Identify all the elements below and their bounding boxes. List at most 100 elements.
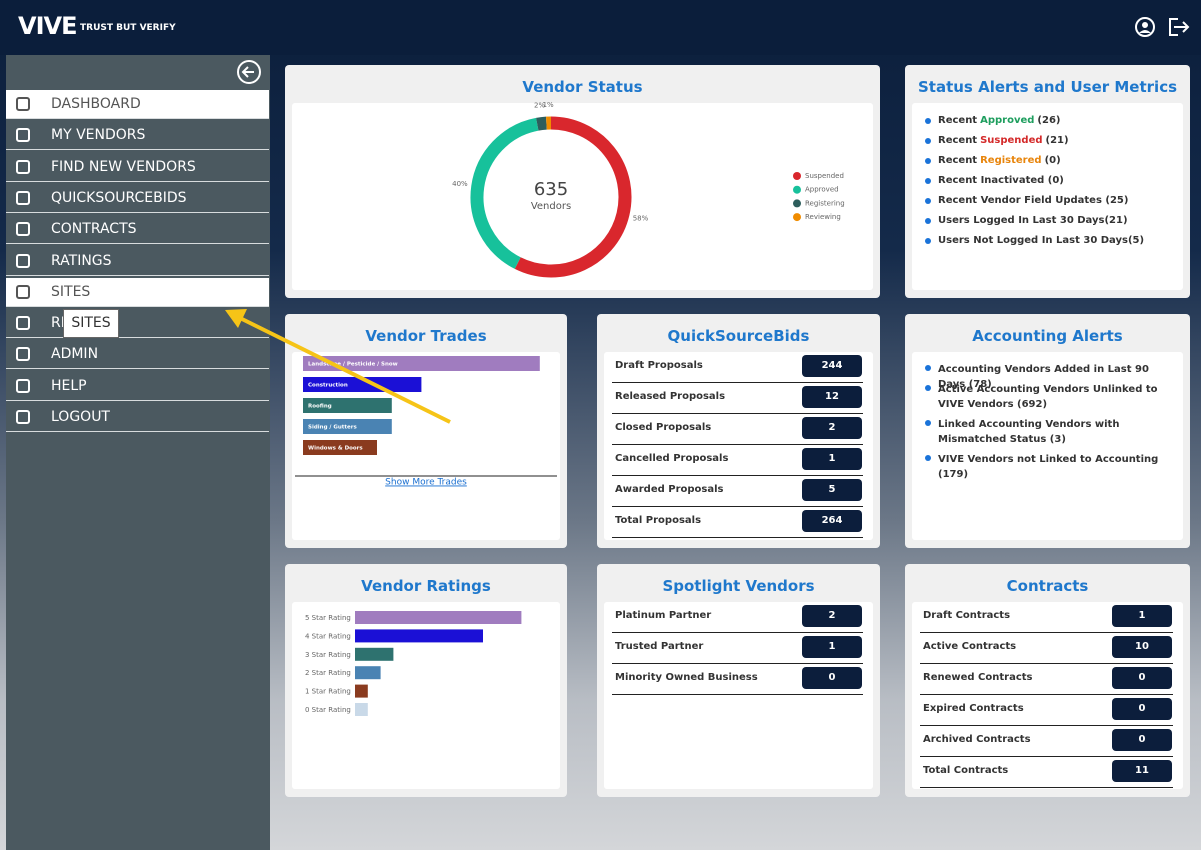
alert-item: Recent Registered (0) bbox=[925, 155, 1061, 166]
bullet bbox=[925, 218, 931, 224]
menu-icon bbox=[16, 190, 30, 205]
row-label: Awarded Proposals bbox=[615, 484, 724, 495]
alert-text: Recent Inactivated (0) bbox=[938, 175, 1064, 186]
menu-label: HELP bbox=[51, 377, 87, 394]
menu-icon bbox=[16, 222, 30, 237]
menu-item[interactable]: HELP bbox=[6, 372, 269, 401]
menu-icon bbox=[16, 97, 30, 111]
count-row: Total Contracts 11 bbox=[920, 757, 1173, 788]
count-row: Active Contracts 10 bbox=[920, 633, 1173, 664]
menu-label: LOGOUT bbox=[51, 409, 110, 425]
card-title: Vendor Status bbox=[522, 78, 643, 96]
card-body: Platinum Partner 2 Trusted Partner 1 Minorit… bbox=[604, 602, 873, 789]
row-count: 1 bbox=[802, 448, 862, 470]
tooltip: SITES bbox=[63, 309, 119, 338]
bullet bbox=[925, 118, 931, 124]
menu-icon bbox=[16, 128, 30, 143]
count-row: Trusted Partner 1 bbox=[612, 633, 863, 664]
card-title: Contracts bbox=[1006, 577, 1089, 595]
row-count: 5 bbox=[802, 479, 862, 501]
card-title: Status Alerts and User Metrics bbox=[917, 78, 1178, 96]
row-label: Expired Contracts bbox=[923, 703, 1024, 714]
menu-item[interactable]: LOGOUT bbox=[6, 403, 269, 432]
logo: VIVE bbox=[18, 12, 77, 40]
menu-icon bbox=[16, 410, 30, 424]
card-body: Draft Proposals 244 Released Proposals 12 Cl… bbox=[604, 352, 873, 540]
menu-item[interactable]: CONTRACTS bbox=[6, 215, 269, 245]
row-count: 10 bbox=[1112, 636, 1172, 658]
menu-item[interactable]: REPORTS bbox=[6, 309, 269, 339]
menu-label: MY VENDORS bbox=[51, 127, 146, 144]
alert-text: Recent bbox=[938, 135, 978, 146]
count-row: Expired Contracts 0 bbox=[920, 695, 1173, 726]
menu-item[interactable]: MY VENDORS bbox=[6, 121, 269, 151]
menu-label: SITES bbox=[51, 283, 91, 300]
menu-item[interactable]: ADMIN bbox=[6, 340, 269, 370]
bullet bbox=[925, 420, 931, 426]
row-label: Draft Contracts bbox=[923, 610, 1011, 621]
alert-status: Approved bbox=[980, 115, 1035, 126]
alert-item: Active Accounting Vendors Unlinked to VI… bbox=[925, 382, 1173, 412]
count-row: Closed Proposals 2 bbox=[612, 414, 863, 445]
row-count: 1 bbox=[1112, 605, 1172, 627]
bullet bbox=[925, 455, 931, 461]
menu-item[interactable]: QUICKSOURCEBIDS bbox=[6, 184, 269, 213]
alert-item: Recent Inactivated (0) bbox=[925, 175, 1064, 186]
row-count: 2 bbox=[802, 417, 862, 439]
menu-item[interactable]: RATINGS bbox=[6, 247, 269, 276]
header-icons[interactable] bbox=[1134, 16, 1194, 40]
count-row: Platinum Partner 2 bbox=[612, 602, 863, 633]
card-body: Recent Approved (26) Recent Suspended (21) Rec… bbox=[912, 103, 1183, 290]
menu-item[interactable]: DASHBOARD bbox=[6, 90, 269, 119]
menu-item[interactable]: FIND NEW VENDORS bbox=[6, 153, 269, 182]
alert-text: VIVE Vendors not Linked to Accounting (1… bbox=[938, 454, 1159, 480]
row-count: 12 bbox=[802, 386, 862, 408]
tagline: TRUST BUT VERIFY bbox=[80, 23, 176, 33]
row-label: Closed Proposals bbox=[615, 422, 712, 433]
accounting-alerts-card: Accounting Alerts Accounting Vendors Adde… bbox=[905, 314, 1190, 548]
row-count: 264 bbox=[802, 510, 862, 532]
count-row: Awarded Proposals 5 bbox=[612, 476, 863, 507]
row-count: 244 bbox=[802, 355, 862, 377]
count-row: Draft Proposals 244 bbox=[612, 352, 863, 383]
menu-item[interactable]: SITES bbox=[6, 277, 269, 307]
bullet bbox=[925, 158, 931, 164]
bullet bbox=[925, 198, 931, 204]
card-body bbox=[292, 103, 873, 290]
vendor-ratings-card: Vendor Ratings bbox=[285, 564, 567, 797]
card-title: Vendor Ratings bbox=[361, 577, 491, 595]
alert-count: (21) bbox=[1045, 135, 1069, 146]
menu-icon bbox=[16, 159, 30, 174]
alert-text: Recent bbox=[938, 155, 978, 166]
collapse-button[interactable] bbox=[236, 59, 262, 85]
bullet bbox=[925, 138, 931, 144]
alert-item: Recent Approved (26) bbox=[925, 115, 1061, 126]
card-title: Accounting Alerts bbox=[972, 327, 1123, 345]
card-body: Accounting Vendors Added in Last 90 Days… bbox=[912, 352, 1183, 540]
count-row: Draft Contracts 1 bbox=[920, 602, 1173, 633]
bullet bbox=[925, 238, 931, 244]
menu-label: QUICKSOURCEBIDS bbox=[51, 189, 187, 206]
row-label: Trusted Partner bbox=[615, 641, 704, 652]
alert-item: Users Logged In Last 30 Days(21) bbox=[925, 215, 1128, 226]
alert-text: Recent bbox=[938, 115, 978, 126]
row-count: 2 bbox=[802, 605, 862, 627]
alert-status: Suspended bbox=[980, 135, 1043, 146]
card-title: QuickSourceBids bbox=[667, 327, 810, 345]
row-label: Total Proposals bbox=[615, 515, 702, 526]
menu-label: DASHBOARD bbox=[51, 96, 141, 112]
menu-label: ADMIN bbox=[51, 346, 99, 363]
bullet bbox=[925, 178, 931, 184]
bullet bbox=[925, 365, 931, 371]
alert-text: Active Accounting Vendors Unlinked to VI… bbox=[938, 384, 1158, 410]
menu-icon bbox=[16, 347, 30, 362]
alert-text: Linked Accounting Vendors with Mismatche… bbox=[938, 419, 1120, 445]
alert-text: Users Not Logged In Last 30 Days(5) bbox=[938, 235, 1145, 246]
alert-count: (26) bbox=[1037, 115, 1061, 126]
card-body: Draft Contracts 1 Active Contracts 10 Renewe… bbox=[912, 602, 1183, 789]
row-label: Active Contracts bbox=[923, 641, 1017, 652]
row-count: 0 bbox=[1112, 698, 1172, 720]
count-row: Archived Contracts 0 bbox=[920, 726, 1173, 757]
card-body bbox=[292, 602, 560, 789]
menu-icon bbox=[16, 284, 30, 299]
